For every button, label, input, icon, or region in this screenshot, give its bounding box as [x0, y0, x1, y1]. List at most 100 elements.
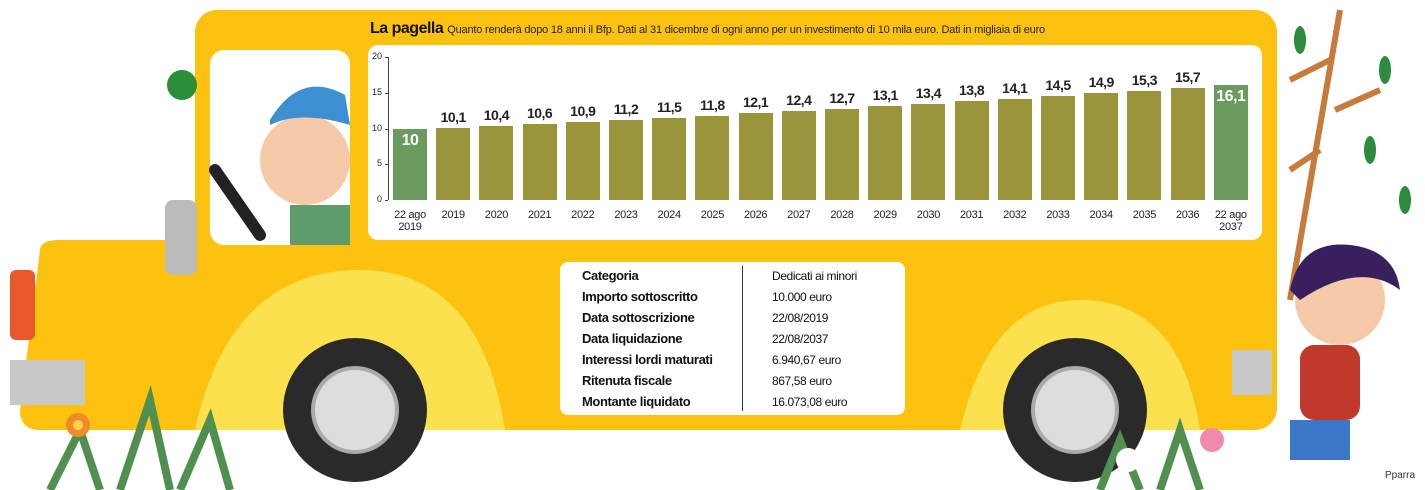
y-axis — [388, 57, 389, 200]
table-row: Montante liquidato 16.073,08 euro — [582, 394, 848, 409]
row-value: 22/08/2019 — [772, 311, 829, 325]
y-tick — [385, 57, 388, 58]
value-label: 12,1 — [742, 94, 769, 111]
y-tick-label: 10 — [371, 122, 382, 133]
bar — [393, 128, 427, 200]
table-row: Categoria Dedicati ai minori — [582, 268, 857, 283]
row-value: 16.073,08 euro — [772, 395, 848, 409]
bar — [1084, 93, 1119, 200]
row-value: 10.000 euro — [772, 290, 832, 304]
value-label: 12,7 — [829, 90, 855, 107]
value-label: 10,4 — [483, 106, 510, 123]
bar — [652, 117, 687, 200]
column-divider — [742, 266, 743, 411]
value-label: 15,7 — [1174, 68, 1201, 85]
value-label: 16,1 — [1216, 87, 1246, 105]
bar — [738, 113, 773, 200]
row-label: Interessi lordi maturati — [582, 352, 713, 367]
value-label: 11,5 — [656, 98, 682, 115]
bar — [1213, 84, 1248, 200]
x-tick-label: 2033 — [1046, 209, 1070, 221]
bar — [1127, 90, 1162, 200]
x-tick-label: 2030 — [916, 209, 941, 221]
bar — [695, 115, 730, 200]
bar — [436, 127, 471, 200]
x-tick-label: 2022 — [571, 209, 595, 221]
y-tick-label: 0 — [376, 194, 382, 204]
value-label: 15,3 — [1131, 71, 1158, 88]
credit: Pparra — [1385, 470, 1416, 481]
chart-title: La pagella — [370, 20, 444, 37]
x-tick-label: 2019 — [441, 209, 466, 221]
info-table: Categoria Dedicati ai minori Importo sotto… — [560, 262, 905, 415]
bar — [868, 106, 903, 200]
bar — [911, 104, 946, 200]
bar — [1170, 87, 1205, 200]
x-tick-label: 22 ago 2037 — [1214, 209, 1247, 233]
bar — [825, 109, 859, 200]
x-tick-label: 2032 — [1003, 209, 1027, 221]
row-label: Data sottoscrizione — [582, 310, 695, 325]
value-label: 14,5 — [1045, 77, 1071, 94]
x-tick-label: 2026 — [743, 209, 768, 221]
chart: 0 5 10 15 20 22 ago 2019 10 2019 10,1 2020 10,4 202… — [368, 45, 1262, 240]
chart-subtitle: Quanto renderà dopo 18 anni il Bfp. Dati… — [447, 24, 1045, 36]
x-tick-label: 22 ago 2019 — [394, 209, 426, 233]
bar — [954, 101, 989, 200]
row-value: 867,58 euro — [772, 374, 832, 388]
value-label: 12,4 — [786, 92, 812, 109]
y-tick-label: 5 — [376, 158, 382, 169]
row-value: Dedicati ai minori — [772, 269, 857, 283]
table-row: Importo sottoscritto 10.000 euro — [582, 289, 832, 304]
y-tick — [385, 200, 388, 201]
bar — [522, 124, 557, 200]
bar — [609, 119, 643, 200]
value-label: 10,9 — [570, 103, 596, 120]
bar — [565, 122, 600, 200]
value-label: 14,9 — [1088, 74, 1115, 91]
value-label: 13,4 — [915, 85, 942, 102]
y-tick — [385, 128, 388, 130]
y-tick-label: 20 — [371, 51, 382, 61]
y-tick — [385, 92, 388, 94]
value-label: 11,2 — [613, 100, 639, 117]
row-value: 6.940,67 euro — [772, 353, 841, 367]
chart-header: La pagella Quanto renderà dopo 18 anni il… — [370, 20, 1045, 38]
row-label: Categoria — [582, 268, 639, 283]
y-tick-label: 15 — [371, 86, 382, 97]
y-tick — [385, 164, 388, 166]
x-tick-label: 2029 — [873, 209, 898, 221]
x-tick-label: 2021 — [527, 209, 552, 221]
x-tick-label: 2031 — [959, 209, 984, 221]
bar — [479, 125, 514, 200]
x-tick-label: 2035 — [1132, 209, 1157, 221]
table-row: Data sottoscrizione 22/08/2019 — [582, 310, 828, 325]
value-label: 10,6 — [526, 105, 553, 122]
row-label: Ritenuta fiscale — [582, 373, 672, 388]
bar — [1041, 96, 1075, 200]
x-tick-label: 2025 — [700, 209, 725, 221]
x-tick-label: 2024 — [657, 209, 682, 221]
row-label: Montante liquidato — [582, 394, 691, 409]
value-label: 13,1 — [872, 87, 899, 104]
row-label: Importo sottoscritto — [582, 289, 698, 304]
table-row: Interessi lordi maturati 6.940,67 euro — [582, 352, 841, 367]
bar — [997, 99, 1032, 200]
value-label: 10,1 — [440, 108, 467, 125]
x-tick-label: 2020 — [484, 209, 509, 221]
value-label: 14,1 — [1002, 80, 1028, 97]
x-tick-label: 2034 — [1089, 209, 1114, 221]
value-label: 13,8 — [958, 82, 985, 99]
x-tick-label: 2027 — [787, 209, 811, 221]
x-tick-label: 2028 — [830, 209, 854, 221]
row-label: Data liquidazione — [582, 331, 683, 346]
row-value: 22/08/2037 — [772, 332, 829, 346]
value-label: 11,8 — [700, 96, 725, 113]
table-row: Data liquidazione 22/08/2037 — [582, 331, 828, 346]
table-row: Ritenuta fiscale 867,58 euro — [582, 373, 832, 388]
x-tick-label: 2023 — [614, 209, 638, 221]
x-tick-label: 2036 — [1175, 209, 1200, 221]
value-label: 10 — [401, 131, 419, 149]
bar — [781, 111, 816, 200]
